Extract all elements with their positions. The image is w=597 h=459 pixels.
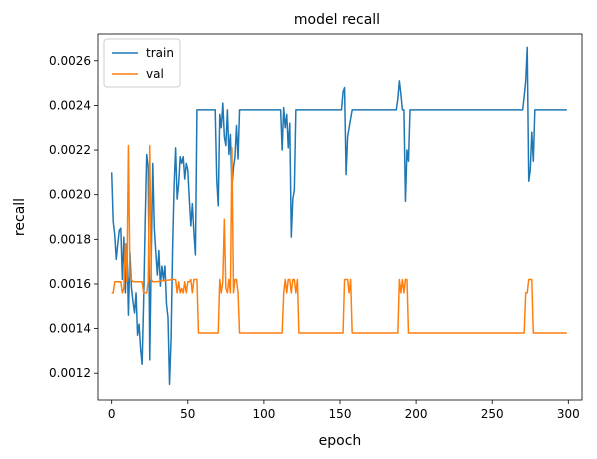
series-line-train [110, 46, 567, 386]
y-axis-ticks: 0.0012 0.0014 0.0016 0.0018 0.0020 0.0022 0.00… [49, 54, 98, 380]
y-tick-label: 0.0022 [49, 143, 91, 157]
x-axis-label: epoch [319, 433, 362, 449]
plot-background [98, 34, 582, 400]
series-line-val [111, 144, 567, 334]
legend-label-train: train [146, 46, 174, 60]
x-axis-ticks: 0 50 100 150 200 250 300 [108, 400, 580, 421]
plot-frame [97, 33, 583, 401]
y-tick-label: 0.0024 [49, 98, 91, 112]
y-axis-label: recall [12, 198, 28, 236]
x-tick-label: 300 [557, 407, 580, 421]
y-tick-label: 0.0018 [49, 232, 91, 246]
y-tick-label: 0.0020 [49, 188, 91, 202]
x-tick-label: 250 [481, 407, 504, 421]
x-tick-label: 150 [329, 407, 352, 421]
y-tick-label: 0.0012 [49, 366, 91, 380]
x-tick-label: 0 [108, 407, 116, 421]
chart-title: model recall [294, 12, 380, 28]
y-tick-label: 0.0016 [49, 277, 91, 291]
legend: train val [103, 38, 181, 88]
series-lines [110, 46, 567, 386]
plot-area [98, 34, 582, 400]
x-tick-label: 100 [252, 407, 275, 421]
x-tick-label: 200 [405, 407, 428, 421]
x-tick-label: 50 [180, 407, 195, 421]
y-tick-label: 0.0014 [49, 322, 91, 336]
legend-label-val: val [146, 67, 164, 81]
legend-box [103, 38, 181, 88]
y-tick-label: 0.0026 [49, 54, 91, 68]
